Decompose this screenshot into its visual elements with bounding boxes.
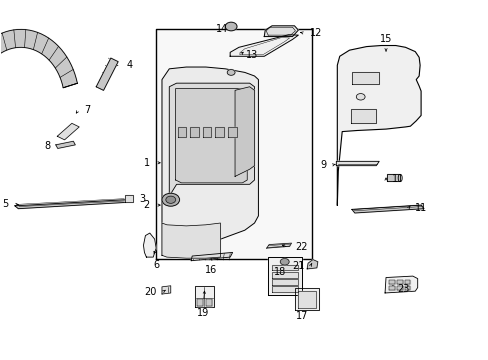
Polygon shape [162,223,220,258]
Circle shape [162,193,179,206]
Polygon shape [235,87,254,176]
Text: 17: 17 [295,311,308,321]
Polygon shape [56,141,75,148]
Polygon shape [351,72,378,84]
Text: 6: 6 [153,260,159,270]
Polygon shape [264,26,298,37]
Polygon shape [388,280,394,284]
Polygon shape [190,127,199,137]
Text: 20: 20 [143,287,156,297]
Polygon shape [162,67,258,255]
Polygon shape [230,35,298,56]
Polygon shape [125,195,132,202]
Polygon shape [191,252,232,261]
Polygon shape [396,280,402,284]
Polygon shape [298,291,315,308]
Polygon shape [350,109,375,123]
Text: 15: 15 [379,35,391,44]
Polygon shape [169,83,254,196]
Text: 13: 13 [246,50,258,60]
Polygon shape [306,260,317,269]
Polygon shape [404,280,409,284]
Text: 18: 18 [273,267,285,277]
Polygon shape [266,243,291,248]
Text: 7: 7 [84,105,91,115]
Polygon shape [295,288,318,310]
Text: 4: 4 [127,59,133,69]
Text: 3: 3 [139,194,145,204]
Circle shape [356,94,365,100]
Polygon shape [143,233,156,257]
Text: 1: 1 [143,158,149,168]
Polygon shape [227,127,236,137]
Text: 19: 19 [197,309,209,318]
Circle shape [225,22,237,31]
Text: 5: 5 [2,199,9,210]
Polygon shape [267,257,302,296]
Polygon shape [337,45,420,205]
Text: 14: 14 [215,24,227,35]
Polygon shape [205,299,211,306]
Polygon shape [195,286,213,307]
Polygon shape [156,30,311,259]
Polygon shape [215,127,224,137]
Polygon shape [177,127,186,137]
Text: 8: 8 [45,141,51,151]
Polygon shape [162,286,170,294]
Circle shape [227,69,235,75]
Text: 22: 22 [294,242,307,252]
Polygon shape [384,276,417,293]
Polygon shape [15,200,129,209]
Polygon shape [197,299,203,306]
Polygon shape [271,286,298,292]
Polygon shape [386,174,399,181]
Text: 2: 2 [143,200,149,210]
Polygon shape [271,265,298,270]
Text: 11: 11 [414,203,427,213]
Text: 10: 10 [391,174,404,184]
Text: 23: 23 [396,284,409,294]
Polygon shape [175,89,247,183]
Text: 16: 16 [204,265,216,275]
Circle shape [165,196,175,203]
Text: 9: 9 [320,160,326,170]
Polygon shape [271,279,298,285]
Polygon shape [271,272,298,278]
Circle shape [280,258,288,265]
Polygon shape [351,205,423,213]
Polygon shape [404,286,409,290]
Polygon shape [388,286,394,290]
Text: 21: 21 [291,261,304,271]
Polygon shape [96,58,118,90]
Polygon shape [396,286,402,290]
Text: 12: 12 [309,28,321,38]
Polygon shape [202,127,211,137]
Polygon shape [0,30,77,89]
Polygon shape [57,123,79,140]
Polygon shape [336,161,378,166]
